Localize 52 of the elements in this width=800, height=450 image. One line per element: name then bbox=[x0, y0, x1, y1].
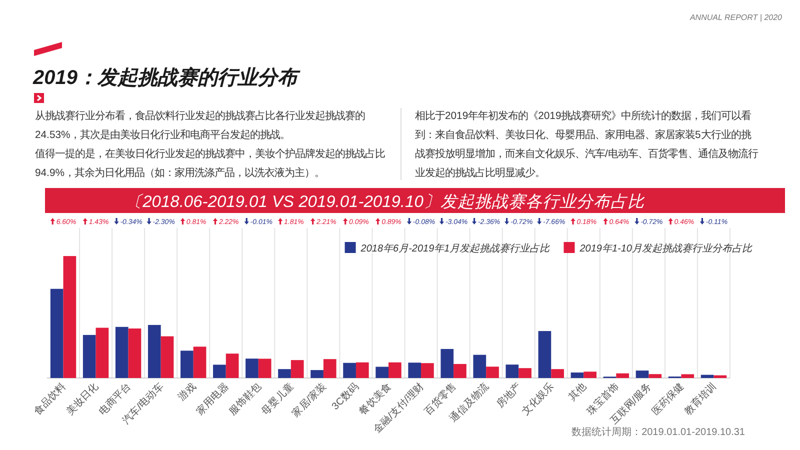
text: 相比于2019年年初发布的《2019挑战赛研究》中所统计的数据，我们可以看到：来自食品饮料、美妆日化、母婴用品、家用电器、家居家装5大行业的挑战赛投放明显增加，而来自文化娱乐、汽车/电动车、百货零售、通信及物流行业发起的挑战占比明显减少。 bbox=[415, 109, 760, 181]
bar bbox=[343, 362, 356, 378]
bar bbox=[636, 370, 649, 378]
bar bbox=[63, 256, 76, 378]
chart-subtitle: 〔2018.06-2019.01 VS 2019.01-2019.10〕发起挑战赛各行业分布占比 bbox=[126, 193, 646, 211]
bar bbox=[518, 368, 532, 378]
bar bbox=[310, 370, 324, 378]
bar bbox=[551, 369, 564, 378]
bar bbox=[506, 364, 519, 378]
bar bbox=[473, 354, 486, 378]
bar bbox=[193, 346, 206, 378]
bar bbox=[82, 334, 96, 378]
bar bbox=[700, 374, 714, 378]
bar bbox=[246, 358, 258, 378]
bar bbox=[148, 324, 161, 378]
bar bbox=[290, 360, 304, 378]
bar bbox=[681, 374, 694, 378]
bar bbox=[538, 331, 552, 378]
bar bbox=[440, 348, 454, 378]
bar bbox=[213, 364, 226, 378]
bar bbox=[160, 336, 174, 378]
bar bbox=[388, 362, 402, 378]
bar bbox=[356, 362, 369, 378]
bar bbox=[323, 359, 336, 378]
text: 从挑战赛行业分布看，食品饮料行业发起的挑战赛占比各行业发起挑战赛的24.53%，其次是由美妆日化行业和电商平台发起的挑战。 bbox=[35, 109, 366, 143]
bar bbox=[96, 328, 109, 378]
bar bbox=[454, 364, 466, 378]
x-tick-label: 其他 bbox=[566, 380, 589, 404]
bar bbox=[486, 366, 499, 378]
bar bbox=[128, 328, 142, 378]
bar bbox=[115, 326, 128, 378]
bar bbox=[408, 362, 422, 378]
bar bbox=[714, 375, 727, 378]
text: ANNUAL REPORT | 2020 bbox=[688, 13, 783, 22]
text: 数据统计周期：2019.01.01-2019.10.31 bbox=[572, 426, 746, 438]
bar bbox=[226, 354, 239, 378]
bar bbox=[570, 372, 584, 378]
x-tick-label: 游戏 bbox=[176, 380, 198, 404]
bar bbox=[584, 372, 596, 378]
bar bbox=[616, 373, 630, 378]
bar bbox=[50, 288, 64, 378]
bar bbox=[376, 366, 388, 378]
legend-label: 2019年1-10月发起挑战赛行业分布占比 bbox=[578, 242, 753, 254]
bar bbox=[180, 350, 194, 378]
bar bbox=[648, 374, 662, 378]
legend-label: 2018年6月-2019年1月发起挑战赛行业占比 bbox=[360, 242, 551, 254]
chart-title: 2019：发起挑战赛的行业分布 bbox=[32, 66, 300, 89]
x-tick-label: 教育培训 bbox=[682, 380, 719, 418]
text: 值得一提的是，在美妆日化行业发起的挑战赛中，美妆个护品牌发起的挑战占比94.9%，其余为日化用品（如：家用洗涤产品，以洗衣液为主）。 bbox=[35, 147, 386, 181]
bar bbox=[421, 363, 434, 378]
bar bbox=[278, 369, 291, 378]
bar bbox=[258, 358, 272, 378]
